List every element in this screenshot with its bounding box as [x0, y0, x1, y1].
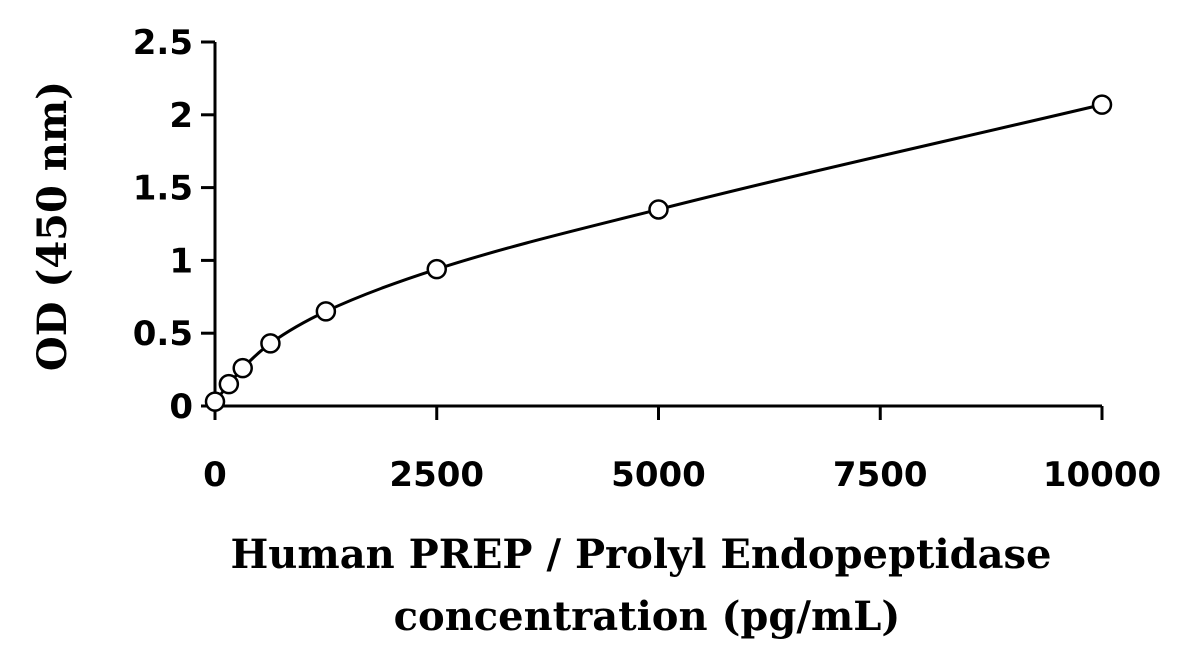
data-points [204, 94, 1113, 412]
data-point [426, 258, 447, 280]
x-tick-label: 5000 [611, 455, 706, 495]
fitted-curve [213, 103, 1103, 403]
y-ticks: 0 0.5 1 1.5 2 2.5 [133, 23, 215, 427]
data-point [204, 391, 226, 412]
x-axis-title-line-2: concentration (pg/mL) [394, 593, 901, 640]
x-tick-label: 2500 [389, 455, 484, 495]
data-point [315, 301, 337, 322]
y-tick-label: 1.5 [133, 169, 193, 209]
y-tick-label: 2.5 [133, 23, 193, 63]
x-axis-title-line-1: Human PREP / Prolyl Endopeptidase [231, 531, 1052, 578]
y-tick-label: 0.5 [133, 314, 193, 354]
axes [213, 42, 1102, 408]
y-tick-label: 0 [169, 387, 193, 427]
x-tick-label: 0 [203, 455, 227, 495]
data-point [232, 357, 253, 379]
x-ticks: 0 2500 5000 7500 10000 [203, 406, 1161, 495]
data-point [218, 373, 240, 395]
data-point [260, 333, 281, 354]
data-point [1091, 94, 1113, 115]
y-axis-title: OD (450 nm) [29, 81, 76, 371]
y-tick-label: 1 [169, 241, 193, 281]
y-tick-label: 2 [169, 96, 193, 136]
x-tick-label: 10000 [1043, 455, 1161, 495]
data-point [648, 199, 669, 220]
x-tick-label: 7500 [833, 455, 928, 495]
